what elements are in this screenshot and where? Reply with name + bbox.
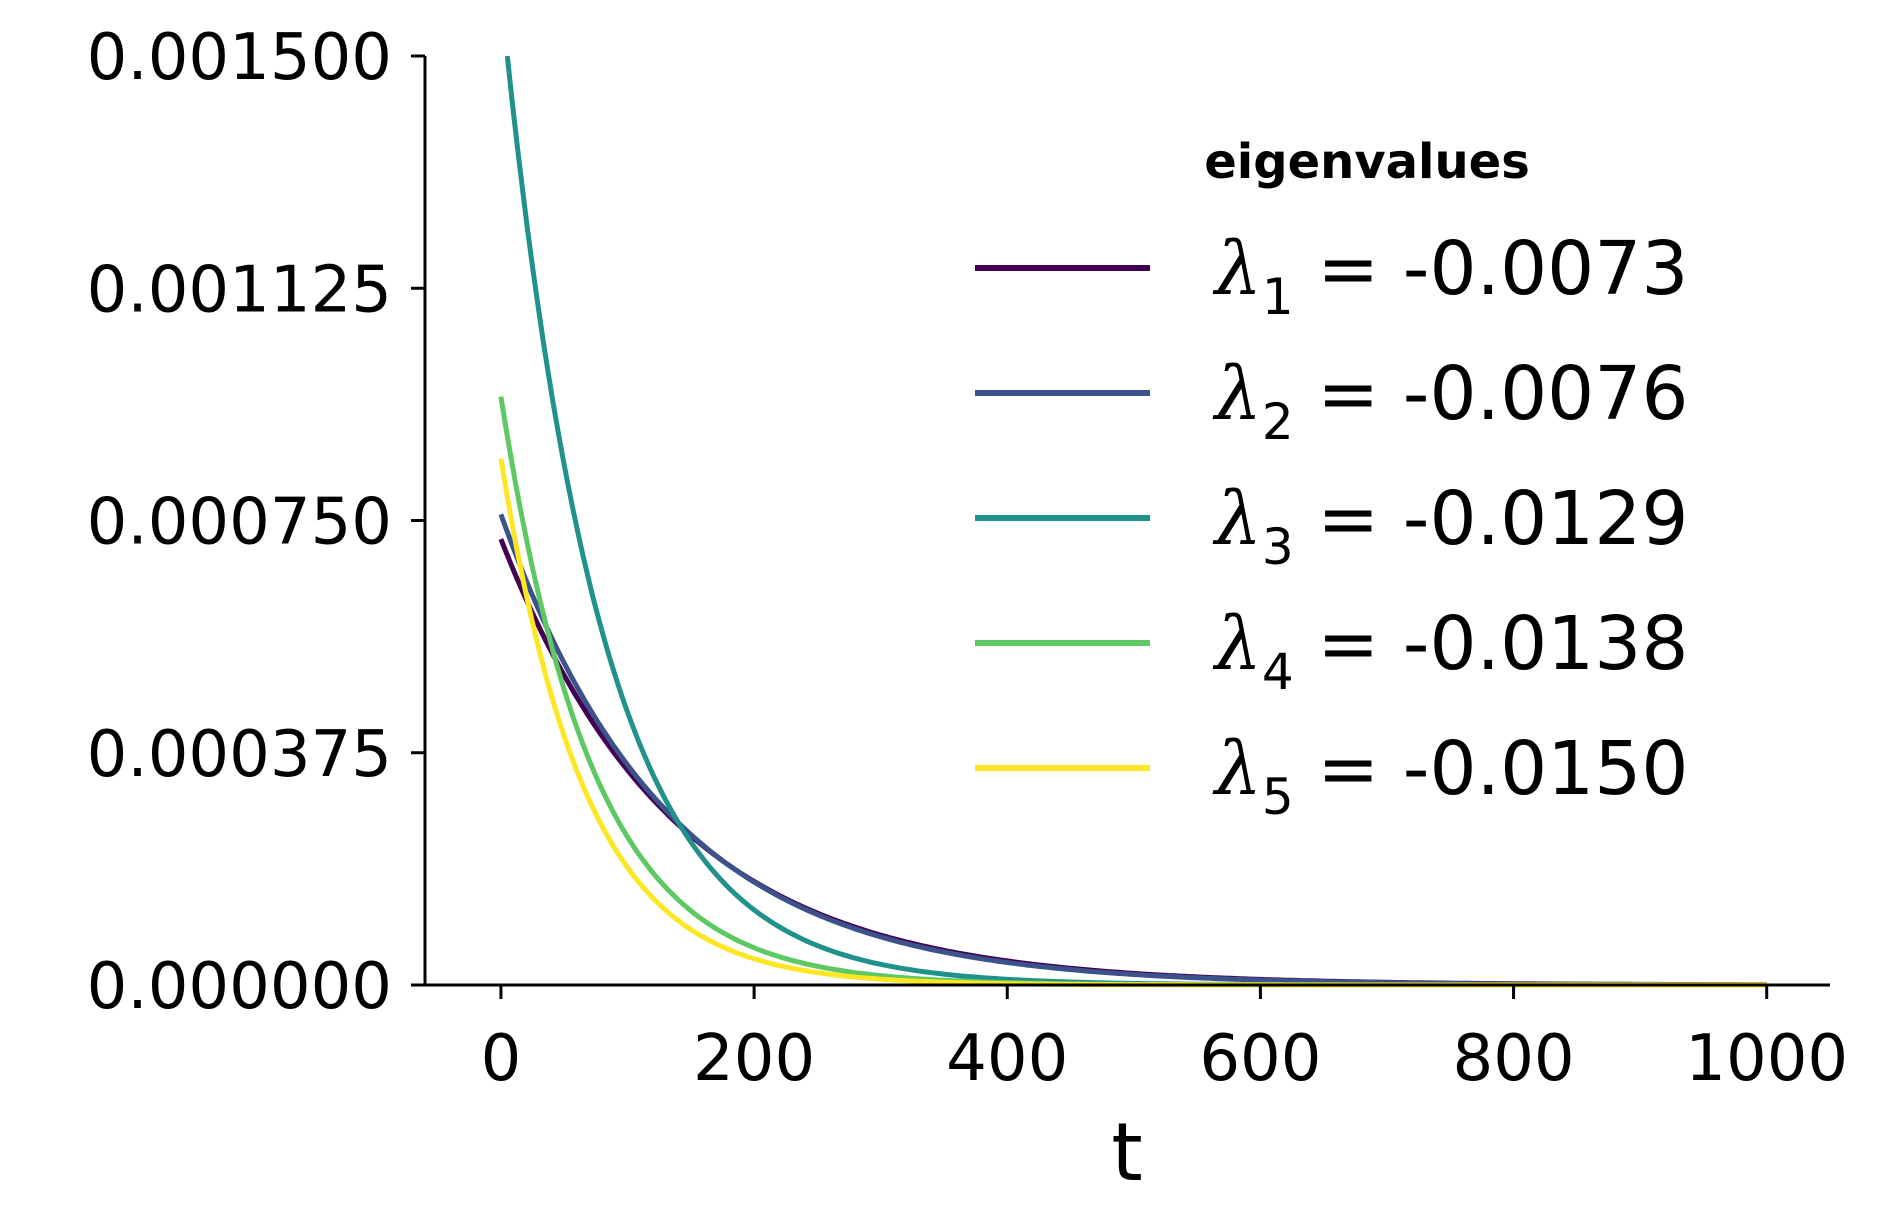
legend-subscript: 1 [1262,268,1294,326]
x-axis-label: t [1111,1106,1142,1199]
legend-value: = -0.0138 [1294,601,1689,687]
x-tick-label: 800 [1452,1022,1574,1096]
x-tick-label: 0 [481,1022,522,1096]
legend-subscript: 4 [1262,643,1294,701]
y-tick-label: 0.000750 [87,486,392,560]
legend-value: = -0.0129 [1294,476,1689,562]
x-tick-label: 1000 [1685,1022,1848,1096]
legend-subscript: 5 [1262,768,1294,826]
legend-symbol: λ [1212,726,1262,812]
y-tick-label: 0.000375 [87,718,392,792]
legend-title: eigenvalues [1204,134,1530,190]
legend-label-3: λ3 = -0.0129 [1212,476,1688,576]
x-tick-label: 400 [946,1022,1068,1096]
legend-value: = -0.0150 [1294,726,1689,812]
legend-symbol: λ [1212,476,1262,562]
legend-value: = -0.0076 [1294,351,1689,437]
x-ticks: 0 200 400 600 800 1000 [481,985,1848,1096]
legend-symbol: λ [1212,351,1262,437]
legend-subscript: 2 [1262,393,1294,451]
y-tick-label: 0.000000 [87,950,392,1024]
x-tick-label: 600 [1199,1022,1321,1096]
legend-symbol: λ [1212,226,1262,312]
legend-label-5: λ5 = -0.0150 [1212,726,1688,826]
legend-subscript: 3 [1262,518,1294,576]
y-ticks: 0.000000 0.000375 0.000750 0.001125 0.001500 [87,21,425,1024]
x-tick-label: 200 [693,1022,815,1096]
y-tick-label: 0.001500 [87,21,392,95]
legend-label-4: λ4 = -0.0138 [1212,601,1688,701]
y-tick-label: 0.001125 [87,253,392,327]
legend-label-1: λ1 = -0.0073 [1212,226,1688,326]
legend-symbol: λ [1212,601,1262,687]
legend-value: = -0.0073 [1294,226,1689,312]
legend-label-2: λ2 = -0.0076 [1212,351,1688,451]
